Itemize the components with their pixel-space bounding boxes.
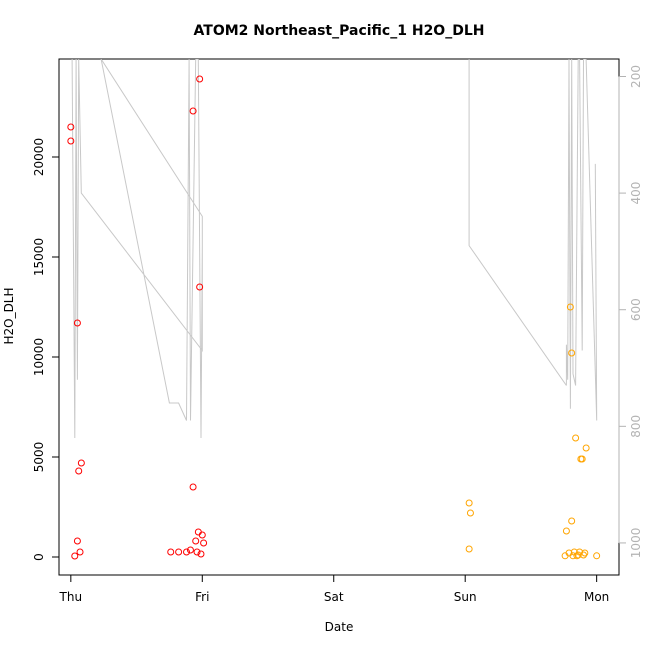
data-point — [562, 527, 570, 535]
y-axis-label: H2O_DLH — [2, 287, 16, 344]
data-point — [572, 434, 580, 442]
right-y-tick-label: 600 — [629, 298, 643, 321]
data-point — [193, 548, 201, 556]
data-point — [593, 552, 601, 560]
chart-title: ATOM2 Northeast_Pacific_1 H2O_DLH — [194, 23, 485, 39]
data-point — [75, 467, 83, 475]
line-path — [71, 59, 203, 439]
data-point — [192, 537, 200, 545]
y-axis: 0 5000 10000 15000 20000 — [32, 138, 60, 561]
data-point — [568, 349, 576, 357]
line-path — [468, 59, 567, 386]
x-tick-label: Mon — [584, 590, 609, 604]
x-tick-label: Fri — [195, 590, 209, 604]
right-y-tick-label: 1000 — [629, 528, 643, 559]
data-point — [569, 552, 577, 560]
data-point — [183, 548, 191, 556]
scatter-points — [67, 75, 601, 560]
x-tick-label: Sun — [454, 590, 477, 604]
data-point — [197, 550, 205, 558]
y-tick-label: 20000 — [32, 138, 46, 176]
data-point — [77, 459, 85, 467]
data-point — [167, 548, 175, 556]
data-point — [76, 548, 84, 556]
data-point — [73, 319, 81, 327]
data-point — [198, 531, 206, 539]
x-tick-label: Sat — [324, 590, 344, 604]
data-point — [186, 546, 194, 554]
data-point — [189, 483, 197, 491]
y-tick-label: 5000 — [32, 442, 46, 473]
data-point — [67, 123, 75, 131]
right-y-tick-label: 200 — [629, 65, 643, 88]
data-point — [71, 552, 79, 560]
line-path — [565, 59, 598, 421]
data-point — [194, 528, 202, 536]
data-point — [582, 444, 590, 452]
data-point — [580, 551, 588, 559]
y-tick-label: 15000 — [32, 238, 46, 276]
line-series — [71, 59, 598, 439]
data-point — [465, 499, 473, 507]
right-y-tick-label: 800 — [629, 415, 643, 438]
data-point — [465, 545, 473, 553]
plot-frame — [58, 58, 620, 576]
data-point — [67, 137, 75, 145]
data-point — [578, 455, 586, 463]
data-point — [466, 509, 474, 517]
data-point — [581, 549, 589, 557]
right-y-tick-label: 400 — [629, 182, 643, 205]
data-point — [196, 75, 204, 83]
right-y-axis: 200 400 600 800 1000 — [618, 65, 643, 559]
data-point — [200, 539, 208, 547]
y-tick-label: 0 — [32, 553, 46, 561]
data-point — [189, 107, 197, 115]
x-tick-label: Thu — [59, 590, 83, 604]
y-tick-label: 10000 — [32, 338, 46, 376]
data-point — [175, 548, 183, 556]
data-point — [566, 303, 574, 311]
data-point — [73, 537, 81, 545]
x-axis: Thu Fri Sat Sun Mon — [59, 574, 609, 604]
x-axis-label: Date — [325, 620, 354, 634]
data-point — [196, 283, 204, 291]
data-point — [568, 517, 576, 525]
